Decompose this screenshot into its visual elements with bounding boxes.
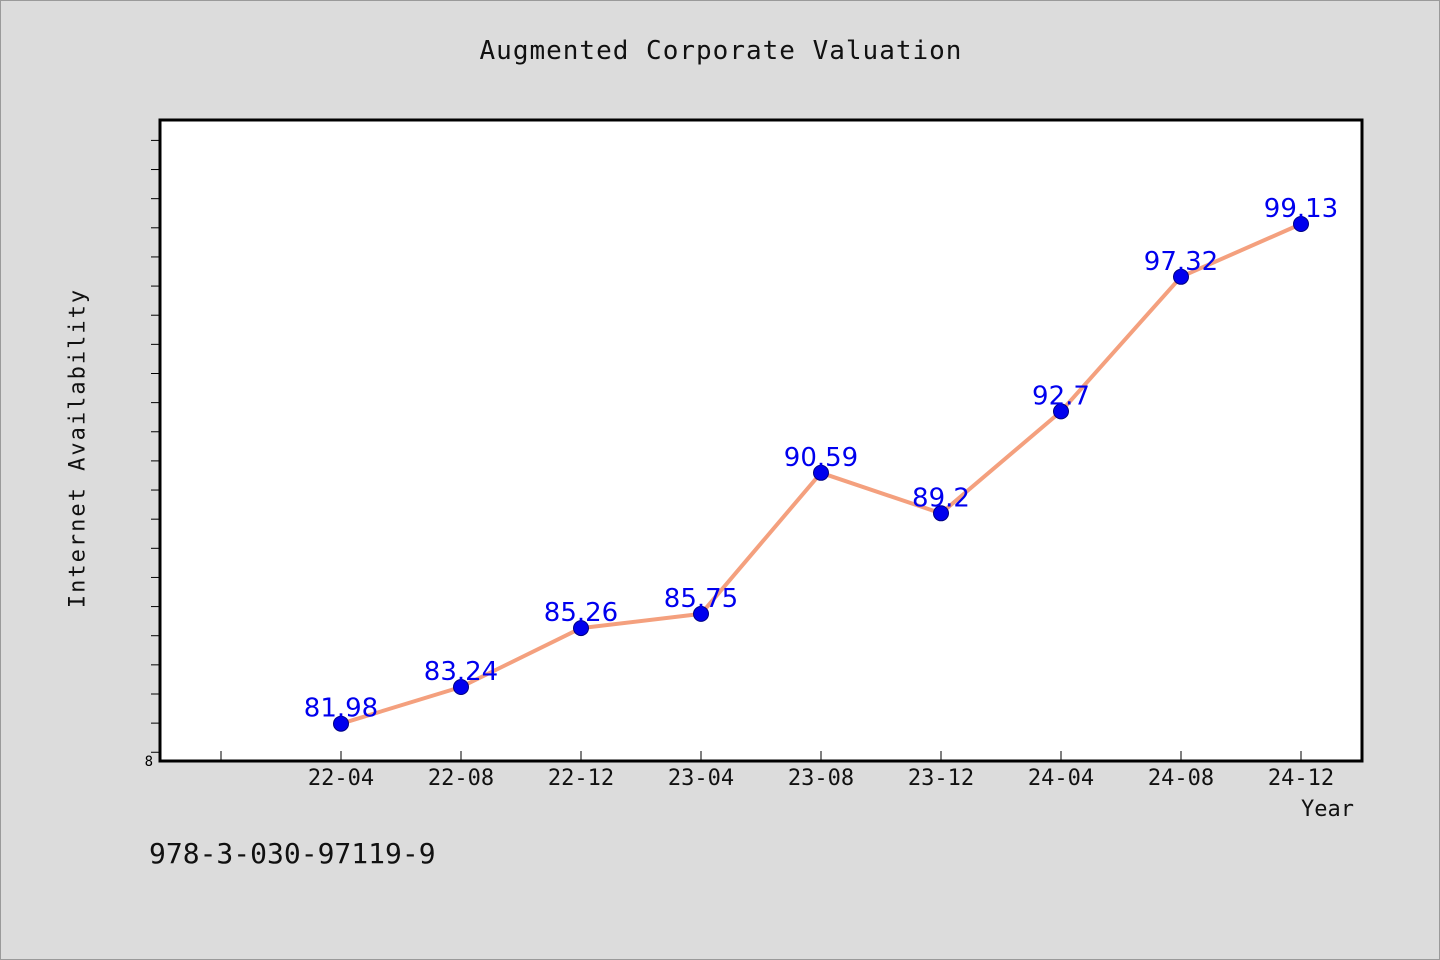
x-tick-label: 22-04 — [308, 766, 374, 791]
x-tick-label: 24-08 — [1148, 766, 1214, 791]
data-point — [1053, 403, 1069, 420]
series-layer: 81.98 83.24 85.26 85.75 90.59 89.2 92.7 97.32 99… — [304, 194, 1338, 732]
x-tick-label: 23-12 — [908, 766, 974, 791]
data-point — [933, 505, 949, 522]
data-label: 85.75 — [664, 584, 738, 614]
x-axis-ticks: 22-04 22-08 22-12 23-04 23-08 23-12 24-04 24-08… — [220, 751, 1334, 791]
x-tick-label: 23-04 — [668, 766, 734, 791]
data-point — [453, 679, 469, 695]
data-point — [1293, 216, 1309, 232]
data-point — [1173, 268, 1189, 285]
x-tick-label: 22-12 — [548, 766, 614, 791]
y-tick-label: 8 — [145, 754, 153, 770]
data-label: 83.24 — [424, 657, 498, 687]
chart-title: Augmented Corporate Valuation — [479, 36, 963, 66]
data-label: 85.26 — [544, 598, 618, 628]
data-label: 90.59 — [784, 443, 858, 473]
plot-area — [158, 118, 1364, 763]
data-label: 97.32 — [1144, 247, 1218, 277]
y-axis-ticks: 8 — [145, 139, 160, 770]
data-point — [693, 605, 709, 622]
data-label: 92.7 — [1032, 381, 1090, 411]
data-point — [573, 620, 589, 637]
x-tick-label: 22-08 — [428, 766, 494, 791]
data-label: 99.13 — [1264, 194, 1338, 224]
data-point — [333, 715, 349, 732]
x-axis-title: Year — [1301, 797, 1354, 822]
data-label: 81.98 — [304, 694, 378, 724]
footnote-isbn: 978-3-030-97119-9 — [149, 837, 436, 870]
x-tick-label: 23-08 — [788, 766, 854, 791]
data-label: 89.2 — [912, 483, 970, 513]
x-tick-label: 24-12 — [1268, 766, 1334, 791]
x-tick-label: 24-04 — [1028, 766, 1094, 791]
data-point — [813, 464, 829, 481]
